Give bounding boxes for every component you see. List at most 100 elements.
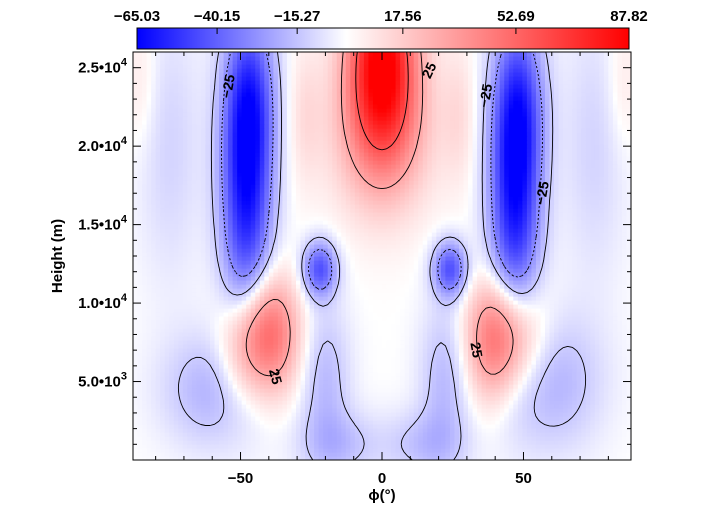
heatmap-cell [495, 332, 501, 337]
heatmap-cell [395, 372, 401, 377]
heatmap-cell [282, 412, 288, 417]
heatmap-cell [151, 320, 157, 325]
heatmap-cell [427, 412, 433, 417]
heatmap-cell [585, 340, 591, 345]
heatmap-cell [209, 436, 216, 441]
heatmap-cell [282, 332, 288, 337]
heatmap-cell [558, 400, 564, 405]
heatmap-cell [232, 372, 238, 377]
heatmap-cell [535, 388, 542, 393]
heatmap-cell [354, 324, 360, 329]
heatmap-cell [314, 300, 320, 305]
heatmap-cell [133, 420, 139, 425]
heatmap-cell [490, 300, 496, 305]
heatmap-cell [354, 292, 360, 297]
heatmap-cell [286, 384, 293, 389]
heatmap-cell [458, 336, 465, 341]
heatmap-cell [481, 376, 487, 381]
heatmap-cell [431, 288, 437, 293]
heatmap-cell [617, 452, 623, 457]
heatmap-cell [295, 424, 302, 429]
heatmap-cell [182, 392, 188, 397]
heatmap-cell [350, 392, 356, 397]
heatmap-cell [282, 308, 288, 313]
heatmap-cell [191, 364, 197, 369]
heatmap-cell [458, 316, 465, 321]
heatmap-cell [404, 396, 410, 401]
heatmap-cell [354, 436, 360, 441]
heatmap-cell [219, 292, 225, 297]
heatmap-cell [241, 396, 247, 401]
heatmap-cell [472, 444, 478, 449]
heatmap-cell [137, 284, 143, 289]
heatmap-cell [282, 440, 288, 445]
heatmap-cell [295, 364, 302, 369]
heatmap-cell [309, 284, 315, 289]
heatmap-cell [445, 344, 451, 349]
heatmap-cell [372, 332, 379, 337]
heatmap-cell [259, 404, 265, 409]
heatmap-cell [282, 416, 288, 421]
heatmap-cell [250, 276, 256, 281]
heatmap-cell [377, 292, 383, 297]
heatmap-cell [363, 396, 370, 401]
heatmap-cell [386, 416, 392, 421]
heatmap-cell [608, 456, 614, 460]
heatmap-cell [431, 384, 437, 389]
heatmap-cell [513, 388, 519, 393]
heatmap-cell [377, 356, 383, 361]
heatmap-cell [318, 384, 324, 389]
heatmap-cell [142, 432, 148, 437]
heatmap-cell [160, 320, 166, 325]
heatmap-cell [169, 384, 175, 389]
heatmap-cell [295, 392, 302, 397]
heatmap-cell [517, 428, 523, 433]
heatmap-cell [508, 300, 514, 305]
heatmap-cell [368, 316, 374, 321]
heatmap-cell [300, 388, 306, 393]
heatmap-cell [563, 404, 569, 409]
heatmap-cell [223, 352, 229, 357]
heatmap-cell [196, 280, 202, 285]
heatmap-cell [286, 432, 293, 437]
heatmap-cell [219, 408, 225, 413]
heatmap-cell [409, 404, 415, 409]
heatmap-cell [400, 408, 406, 413]
heatmap-cell [621, 360, 628, 365]
heatmap-cell [382, 384, 388, 389]
heatmap-cell [468, 404, 474, 409]
heatmap-cell [608, 424, 614, 429]
heatmap-cell [182, 456, 188, 460]
heatmap-cell [617, 396, 623, 401]
heatmap-cell [368, 432, 374, 437]
heatmap-cell [169, 336, 175, 341]
heatmap-cell [386, 360, 392, 365]
heatmap-cell [345, 328, 351, 333]
heatmap-cell [422, 348, 428, 353]
heatmap-cell [626, 336, 631, 341]
heatmap-cell [354, 288, 360, 293]
heatmap-cell [368, 320, 374, 325]
heatmap-cell [463, 372, 469, 377]
heatmap-cell [241, 408, 247, 413]
heatmap-cell [458, 428, 465, 433]
heatmap-cell [341, 452, 347, 457]
heatmap-cell [228, 376, 234, 381]
heatmap-cell [531, 308, 537, 313]
heatmap-cell [413, 344, 419, 349]
heatmap-cell [621, 388, 628, 393]
heatmap-cell [454, 416, 460, 421]
heatmap-cell [504, 372, 510, 377]
heatmap-cell [572, 352, 578, 357]
heatmap-cell [228, 368, 234, 373]
heatmap-cell [468, 340, 474, 345]
heatmap-cell [133, 300, 139, 305]
heatmap-cell [585, 448, 591, 453]
heatmap-cell [599, 412, 605, 417]
heatmap-cell [182, 376, 188, 381]
heatmap-cell [250, 456, 256, 460]
heatmap-cell [612, 364, 619, 369]
heatmap-cell [160, 376, 166, 381]
heatmap-cell [178, 328, 184, 333]
heatmap-cell [422, 456, 428, 460]
